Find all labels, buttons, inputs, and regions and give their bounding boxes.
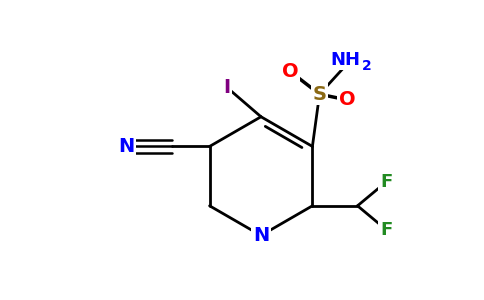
Text: NH: NH [330,51,360,69]
Text: 2: 2 [362,59,372,73]
Text: N: N [253,226,269,245]
Text: O: O [282,62,299,81]
Text: N: N [119,137,135,156]
Text: F: F [380,173,392,191]
Text: S: S [313,85,327,104]
Text: O: O [339,90,355,110]
Text: I: I [223,78,230,97]
Text: F: F [380,220,392,238]
